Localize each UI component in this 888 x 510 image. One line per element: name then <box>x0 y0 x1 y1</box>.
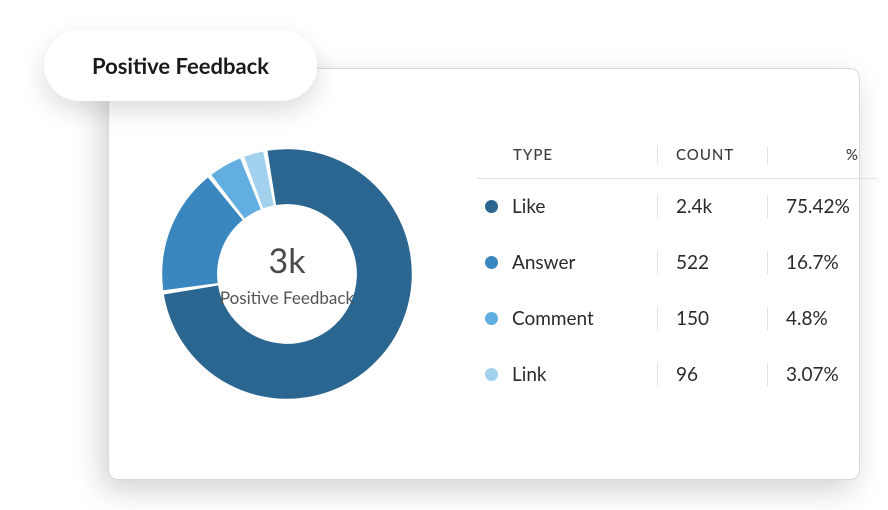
th-count: COUNT <box>657 146 767 164</box>
cell-pct: 75.42% <box>767 195 877 218</box>
cell-type: Like <box>477 195 657 218</box>
cell-count: 96 <box>657 363 767 386</box>
table-row: Link 96 3.07% <box>477 347 877 403</box>
feedback-card: 3k Positive Feedback TYPE COUNT % Like 2… <box>108 68 860 480</box>
cell-count: 522 <box>657 251 767 274</box>
table-body: Like 2.4k 75.42% Answer 522 16.7% Commen… <box>477 179 877 403</box>
donut-svg <box>157 144 417 404</box>
cell-type-label: Answer <box>512 251 575 274</box>
table-row: Comment 150 4.8% <box>477 291 877 347</box>
th-type: TYPE <box>477 146 657 164</box>
title-pill-label: Positive Feedback <box>92 52 269 79</box>
legend-dot-icon <box>485 368 498 381</box>
cell-count: 150 <box>657 307 767 330</box>
legend-dot-icon <box>485 200 498 213</box>
table-row: Like 2.4k 75.42% <box>477 179 877 235</box>
th-pct: % <box>767 146 877 164</box>
table-row: Answer 522 16.7% <box>477 235 877 291</box>
cell-pct: 16.7% <box>767 251 877 274</box>
legend-dot-icon <box>485 256 498 269</box>
legend-dot-icon <box>485 312 498 325</box>
cell-type: Link <box>477 363 657 386</box>
table-header: TYPE COUNT % <box>477 146 877 179</box>
cell-type: Comment <box>477 307 657 330</box>
feedback-table: TYPE COUNT % Like 2.4k 75.42% Answer 522… <box>477 146 877 403</box>
cell-type-label: Comment <box>512 307 594 330</box>
cell-type-label: Link <box>512 363 547 386</box>
cell-count: 2.4k <box>657 195 767 218</box>
cell-pct: 3.07% <box>767 363 877 386</box>
title-pill: Positive Feedback <box>44 30 317 101</box>
cell-type-label: Like <box>512 195 545 218</box>
donut-chart: 3k Positive Feedback <box>157 144 417 404</box>
cell-type: Answer <box>477 251 657 274</box>
cell-pct: 4.8% <box>767 307 877 330</box>
